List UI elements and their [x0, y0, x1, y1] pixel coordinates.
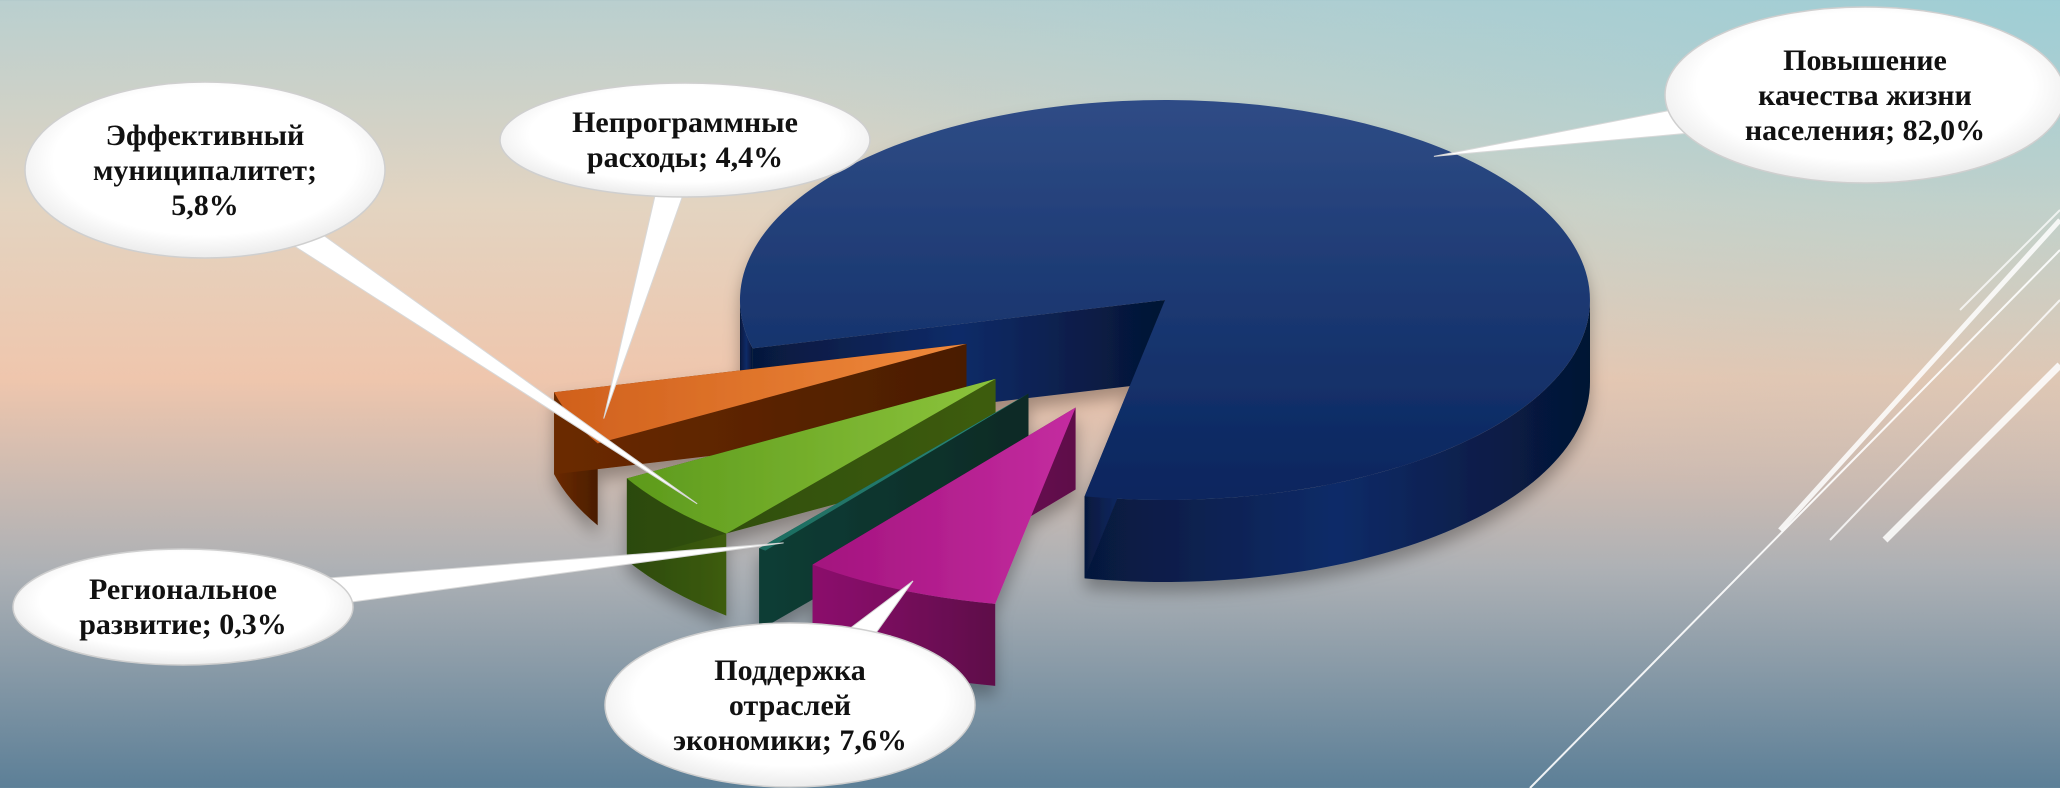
slice-rim: [1084, 300, 1590, 583]
data-label-непрограммные-расходы: Непрограммные расходы; 4,4%: [572, 106, 798, 174]
slice-top: [739, 100, 1590, 501]
callout-поддержка-отраслей-экономики: [604, 580, 976, 788]
deco-line: [1829, 299, 2060, 541]
callout-bubble: [604, 622, 976, 788]
data-label-поддержка-отраслей-экономики: Поддержка отраслей экономики; 7,6%: [673, 653, 907, 757]
slice-top: [812, 407, 1076, 604]
slice-top: [554, 343, 967, 444]
slice-wall: [554, 343, 967, 475]
data-label-региональное-развитие: Региональное развитие; 0,3%: [79, 573, 287, 641]
callout-bubble: [24, 81, 386, 259]
slice-непрограммные-расходы: [554, 343, 967, 526]
callout-эффективный-муниципалитет: [24, 81, 698, 505]
callout-bubble: [499, 82, 871, 198]
callout-повышение-качества-жизни-населения: [1433, 6, 2060, 184]
slice-эффективный-муниципалитет: [626, 378, 996, 616]
deco-line: [1778, 218, 2060, 532]
deco-line: [1959, 209, 2060, 311]
slice-top: [759, 393, 1029, 551]
data-label-эффективный-муниципалитет: Эффективный муниципалитет; 5,8%: [92, 118, 318, 222]
slice-top: [626, 378, 996, 534]
callout-региональное-развитие: [12, 542, 784, 666]
deco-line: [1882, 362, 2060, 543]
callout-bubble: [12, 548, 354, 666]
deco-line: [1529, 249, 2060, 788]
callout-непрограммные-расходы: [499, 82, 871, 419]
data-label-повышение-качества-жизни-населения: Повышение качества жизни населения; 82,0…: [1744, 43, 1986, 147]
callout-bubble: [1664, 6, 2060, 184]
callout-tail: [282, 221, 698, 505]
